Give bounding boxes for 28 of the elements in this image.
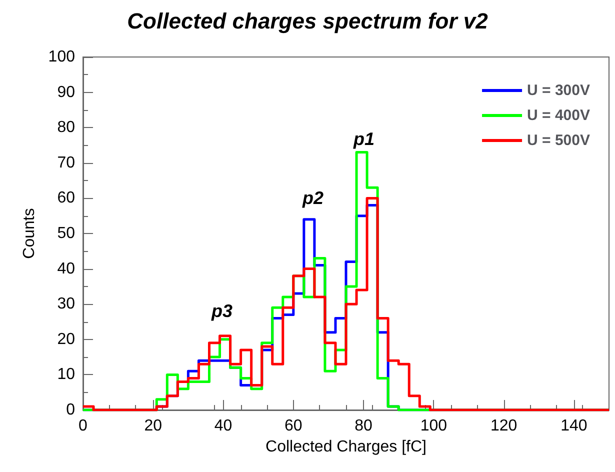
x-tick-label: 0 bbox=[78, 418, 88, 434]
x-tick-label: 140 bbox=[560, 418, 588, 434]
x-tick-label: 120 bbox=[490, 418, 518, 434]
x-tick-label: 100 bbox=[420, 418, 448, 434]
y-tick-label: 100 bbox=[48, 48, 76, 66]
y-axis-title: Counts bbox=[20, 208, 38, 259]
x-tick-label: 40 bbox=[214, 418, 232, 434]
y-tick-label: 50 bbox=[57, 225, 76, 242]
x-tick-label: 60 bbox=[284, 418, 302, 434]
x-axis-title: Collected Charges [fC] bbox=[266, 438, 426, 456]
chart-title: Collected charges spectrum for v2 bbox=[127, 8, 489, 34]
y-tick-label: 10 bbox=[57, 366, 76, 384]
y-tick-label: 80 bbox=[57, 119, 76, 136]
y-tick-label: 40 bbox=[57, 260, 76, 278]
y-tick-label: 60 bbox=[57, 190, 76, 207]
legend-label: U = 500V bbox=[527, 132, 590, 149]
x-tick-label: 20 bbox=[144, 418, 162, 434]
annotation: p3 bbox=[210, 301, 233, 321]
y-tick-label: 70 bbox=[57, 154, 76, 172]
annotation: p2 bbox=[301, 188, 324, 208]
x-tick-label: 80 bbox=[354, 418, 373, 434]
legend-label: U = 300V bbox=[527, 82, 590, 99]
y-tick-label: 20 bbox=[57, 330, 76, 348]
y-tick-label: 30 bbox=[57, 296, 76, 313]
y-tick-label: 90 bbox=[57, 84, 76, 101]
legend-label: U = 400V bbox=[527, 107, 590, 124]
y-tick-label: 0 bbox=[66, 402, 76, 418]
annotation: p1 bbox=[352, 129, 375, 149]
